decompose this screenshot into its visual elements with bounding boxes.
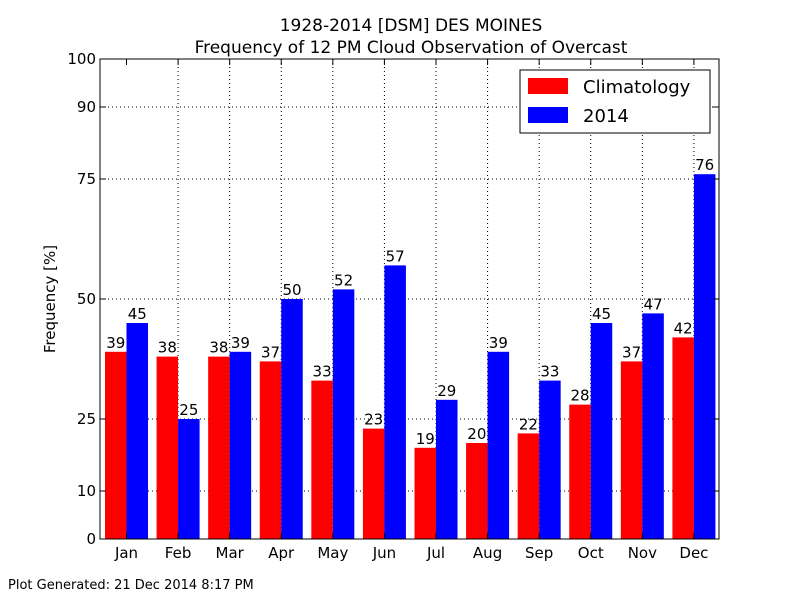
bar-2014-jul xyxy=(436,399,458,539)
bar-climatology-dec xyxy=(672,337,694,539)
bar-climatology-jun xyxy=(362,428,385,539)
bar-2014-apr xyxy=(281,299,303,539)
value-label-2014-apr: 50 xyxy=(282,281,301,299)
legend-label-climatology: Climatology xyxy=(583,77,691,98)
bar-2014-feb xyxy=(178,419,200,539)
value-label-2014-oct: 45 xyxy=(592,305,611,323)
y-tick-label: 90 xyxy=(77,98,96,116)
bar-2014-oct xyxy=(590,323,613,539)
bar-2014-dec xyxy=(693,174,716,539)
value-label-2014-sep: 33 xyxy=(540,363,559,381)
bar-2014-sep xyxy=(539,380,561,539)
bar-climatology-apr xyxy=(259,361,282,539)
bar-climatology-nov xyxy=(620,361,643,539)
bar-2014-nov xyxy=(642,313,664,539)
bar-climatology-mar xyxy=(208,356,230,539)
bar-2014-jun xyxy=(384,265,406,539)
value-label-climatology-jan: 39 xyxy=(106,334,125,352)
x-tick-label-jul: Jul xyxy=(426,544,445,562)
legend-swatch-2014 xyxy=(528,107,568,123)
y-tick-label: 10 xyxy=(77,482,96,500)
value-label-climatology-mar: 38 xyxy=(209,339,228,357)
legend-label-2014: 2014 xyxy=(583,106,629,127)
value-label-2014-may: 52 xyxy=(334,271,353,289)
y-tick-label: 50 xyxy=(77,290,96,308)
y-tick-label: 0 xyxy=(86,530,96,548)
value-label-climatology-feb: 38 xyxy=(158,339,177,357)
bar-climatology-aug xyxy=(466,443,488,539)
y-tick-label: 75 xyxy=(77,170,96,188)
bar-climatology-jul xyxy=(414,447,436,539)
x-tick-label-jan: Jan xyxy=(114,544,138,562)
bar-climatology-feb xyxy=(156,356,179,539)
x-tick-label-jun: Jun xyxy=(372,544,396,562)
bar-2014-aug xyxy=(487,351,510,539)
y-tick-label: 100 xyxy=(67,50,96,68)
x-tick-label-feb: Feb xyxy=(165,544,192,562)
chart-title: 1928-2014 [DSM] DES MOINES xyxy=(280,16,543,36)
x-tick-label-apr: Apr xyxy=(268,544,295,562)
value-label-2014-aug: 39 xyxy=(489,334,508,352)
bar-2014-jan xyxy=(126,323,148,539)
value-label-2014-jun: 57 xyxy=(386,247,405,265)
x-tick-label-may: May xyxy=(317,544,348,562)
x-tick-label-oct: Oct xyxy=(578,544,604,562)
value-label-climatology-apr: 37 xyxy=(261,343,280,361)
value-label-climatology-dec: 42 xyxy=(674,319,693,337)
value-label-climatology-nov: 37 xyxy=(622,343,641,361)
bars-layer xyxy=(105,174,716,539)
plot-generated-footer: Plot Generated: 21 Dec 2014 8:17 PM xyxy=(8,578,254,593)
value-label-climatology-aug: 20 xyxy=(467,425,486,443)
y-axis-label: Frequency [%] xyxy=(41,245,59,353)
x-tick-label-nov: Nov xyxy=(628,544,657,562)
x-tick-label-dec: Dec xyxy=(679,544,708,562)
value-label-2014-jul: 29 xyxy=(437,382,456,400)
value-label-2014-dec: 76 xyxy=(695,156,714,174)
bar-2014-mar xyxy=(229,351,252,539)
value-label-climatology-jun: 23 xyxy=(364,411,383,429)
bar-climatology-may xyxy=(311,380,333,539)
value-label-climatology-may: 33 xyxy=(313,363,332,381)
plot-frame xyxy=(99,58,720,540)
ticks-layer: 0 10 25 50 75 90 100 Jan Feb Mar Apr May Jun Jul Aug Se… xyxy=(67,50,719,562)
bar-2014-may xyxy=(332,289,355,539)
bar-climatology-sep xyxy=(517,433,540,539)
value-label-2014-nov: 47 xyxy=(644,295,663,313)
x-tick-label-aug: Aug xyxy=(473,544,502,562)
legend: Climatology 2014 xyxy=(519,69,711,134)
value-label-2014-mar: 39 xyxy=(231,334,250,352)
legend-swatch-climatology xyxy=(528,78,568,94)
y-tick-label: 25 xyxy=(77,410,96,428)
value-label-climatology-oct: 28 xyxy=(570,387,589,405)
bar-climatology-oct xyxy=(569,404,591,539)
value-label-2014-feb: 25 xyxy=(179,401,198,419)
chart-subtitle: Frequency of 12 PM Cloud Observation of … xyxy=(195,38,628,58)
value-label-climatology-sep: 22 xyxy=(519,415,538,433)
bar-climatology-jan xyxy=(105,351,127,539)
x-tick-label-mar: Mar xyxy=(216,544,245,562)
x-tick-label-sep: Sep xyxy=(525,544,553,562)
value-label-climatology-jul: 19 xyxy=(416,430,435,448)
value-label-2014-jan: 45 xyxy=(128,305,147,323)
